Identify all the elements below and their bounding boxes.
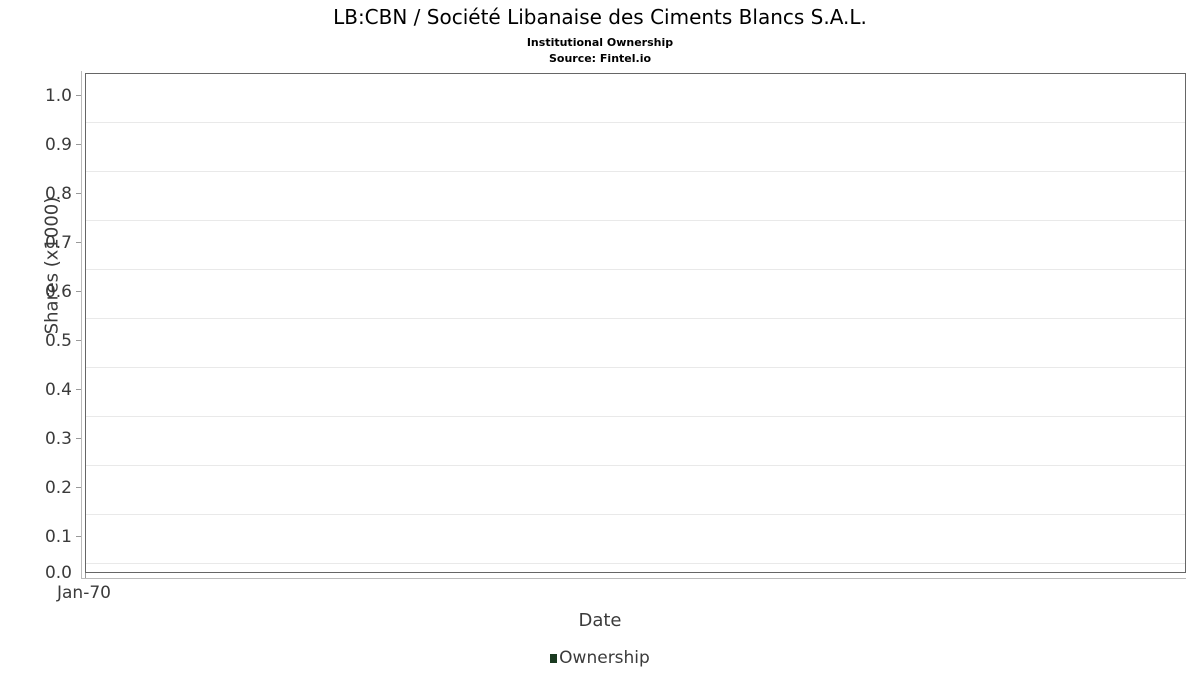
gridline [86, 171, 1185, 172]
x-tick-label: Jan-70 [57, 583, 111, 603]
y-tick-mark [76, 536, 81, 537]
gridline [86, 563, 1185, 564]
y-tick-label: 1.0 [44, 86, 72, 106]
gridline [86, 269, 1185, 270]
y-tick-label: 0.4 [44, 380, 72, 400]
y-tick-mark [76, 291, 81, 292]
y-tick-label: 0.2 [44, 478, 72, 498]
plot-area [85, 73, 1186, 573]
y-tick-label: 0.9 [44, 135, 72, 155]
chart-subtitle: Institutional Ownership [526, 36, 674, 49]
y-tick-label: 0.5 [44, 331, 72, 351]
legend-item-ownership[interactable]: Ownership [550, 649, 650, 668]
y-tick-label: 0.6 [44, 282, 72, 302]
y-tick-mark [76, 95, 81, 96]
y-tick-label: 0.3 [44, 429, 72, 449]
x-axis-line [81, 578, 1186, 579]
gridline [86, 416, 1185, 417]
legend-swatch-icon [550, 654, 558, 663]
gridline [86, 514, 1185, 515]
chart-legend: Ownership [0, 649, 1200, 668]
y-tick-label: 0.0 [44, 563, 72, 583]
y-tick-label: 0.1 [44, 527, 72, 547]
gridline [86, 220, 1185, 221]
y-tick-mark [76, 438, 81, 439]
y-tick-mark [76, 242, 81, 243]
legend-label: Ownership [559, 648, 650, 668]
gridline [86, 465, 1185, 466]
y-axis-title: Shares (x1000) [41, 196, 63, 335]
y-tick-mark [76, 340, 81, 341]
y-tick-label: 0.7 [44, 233, 72, 253]
gridline [86, 122, 1185, 123]
gridline [86, 367, 1185, 368]
chart-source-label: Source: Fintel.io [548, 52, 652, 65]
chart-title: LB:CBN / Société Libanaise des Ciments B… [333, 5, 867, 29]
gridline [86, 318, 1185, 319]
y-tick-label: 0.8 [44, 184, 72, 204]
y-axis-line [81, 71, 82, 578]
y-tick-mark [76, 389, 81, 390]
y-tick-mark [76, 193, 81, 194]
x-axis-title: Date [578, 610, 622, 631]
x-tick-mark [85, 573, 86, 578]
y-tick-mark [76, 487, 81, 488]
y-tick-mark [76, 144, 81, 145]
